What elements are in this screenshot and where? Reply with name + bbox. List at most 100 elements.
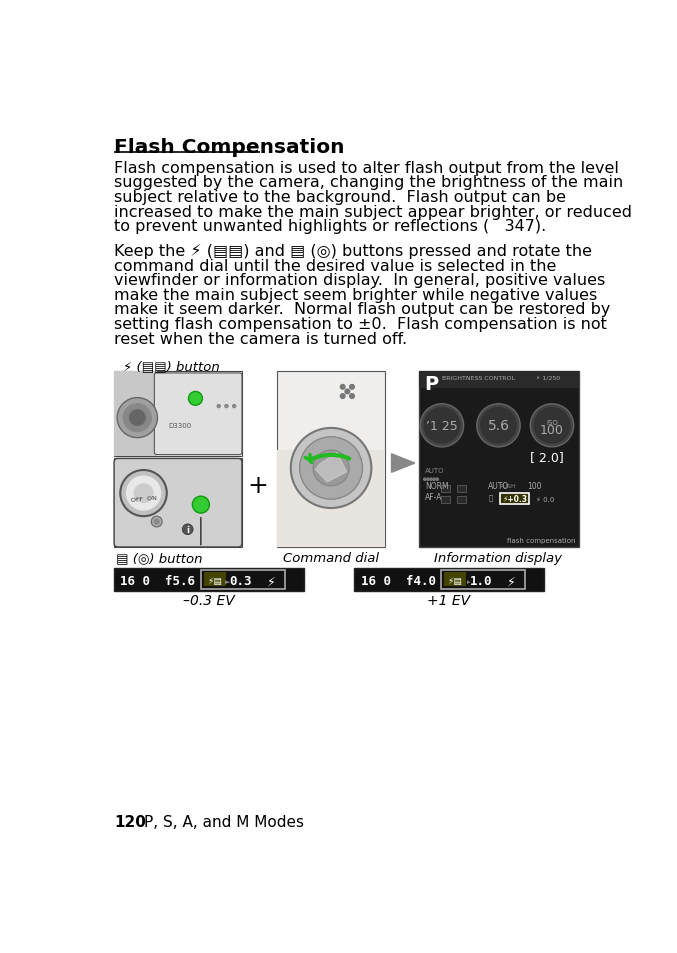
Circle shape [420,404,464,447]
Circle shape [291,429,372,509]
Text: ⚡ 0.0: ⚡ 0.0 [536,496,555,502]
Circle shape [129,411,145,426]
Circle shape [481,408,517,443]
Text: 0.3: 0.3 [229,575,252,588]
Text: AUTO: AUTO [425,468,444,474]
Text: 1.0: 1.0 [469,575,492,588]
Bar [441,497,450,503]
Circle shape [313,451,349,486]
Text: 100: 100 [540,423,564,436]
Text: ⚡: ⚡ [507,575,516,588]
Circle shape [530,404,573,447]
Bar [114,568,304,591]
Text: flash compensation: flash compensation [506,537,575,543]
Bar [444,573,466,587]
Bar [456,485,466,492]
Text: make the main subject seem brighter while negative values: make the main subject seem brighter whil… [114,288,597,302]
Text: ▤ (◎) button: ▤ (◎) button [116,551,203,564]
Text: suggested by the camera, changing the brightness of the main: suggested by the camera, changing the br… [114,175,624,190]
Bar [201,571,284,589]
Circle shape [188,392,202,406]
Bar [418,372,579,547]
Bar [204,573,225,587]
Text: ⚡ (▤▤) button: ⚡ (▤▤) button [123,359,220,373]
Text: D3300: D3300 [169,423,192,429]
Text: ⚡+0.3: ⚡+0.3 [502,495,527,503]
Text: to prevent unwanted highlights or reflections (   347).: to prevent unwanted highlights or reflec… [114,219,546,233]
Text: P: P [424,375,438,394]
Circle shape [233,405,236,408]
Text: 120: 120 [114,814,146,829]
Text: ⚡▤: ⚡▤ [447,577,462,586]
Circle shape [341,385,345,390]
Text: increased to make the main subject appear brighter, or reduced: increased to make the main subject appea… [114,204,632,219]
Bar [500,494,529,504]
Text: 16 0  f5.6: 16 0 f5.6 [121,575,195,588]
Text: NORM: NORM [425,481,448,491]
Circle shape [430,478,432,481]
Circle shape [350,385,354,390]
Circle shape [427,478,429,481]
Circle shape [350,395,354,399]
Text: Flash Compensation: Flash Compensation [114,137,345,156]
Circle shape [217,405,220,408]
Text: ’1 25: ’1 25 [426,419,458,433]
Text: reset when the camera is turned off.: reset when the camera is turned off. [114,332,407,346]
Bar [354,568,544,591]
Circle shape [436,478,439,481]
Text: Keep the ⚡ (▤▤) and ▤ (◎) buttons pressed and rotate the: Keep the ⚡ (▤▤) and ▤ (◎) buttons presse… [114,244,592,258]
Circle shape [151,517,162,527]
FancyBboxPatch shape [154,374,242,456]
Circle shape [192,497,209,514]
Text: BRIGHTNESS CONTROL: BRIGHTNESS CONTROL [442,375,515,380]
Circle shape [477,404,520,447]
Text: AF-A: AF-A [425,493,442,502]
Text: ISO: ISO [546,419,558,426]
Text: 100: 100 [527,481,542,491]
Circle shape [121,471,167,517]
Circle shape [225,405,228,408]
Circle shape [123,404,151,432]
Polygon shape [315,453,347,482]
Bar [114,459,242,547]
Text: ⚡ 1/250: ⚡ 1/250 [536,375,560,380]
Text: ►: ► [225,578,231,584]
Bar [114,372,156,456]
Bar [277,451,385,547]
Text: ⬛: ⬛ [488,494,493,500]
Circle shape [345,390,350,395]
Polygon shape [391,455,415,473]
Circle shape [433,478,435,481]
Text: –0.3 EV: –0.3 EV [183,594,234,608]
Text: i: i [186,525,189,535]
Circle shape [127,476,160,511]
Text: make it seem darker.  Normal flash output can be restored by: make it seem darker. Normal flash output… [114,302,611,317]
Circle shape [424,408,460,443]
Text: 5.6: 5.6 [487,419,510,433]
Circle shape [300,437,362,499]
Circle shape [154,519,159,524]
Text: +: + [247,474,268,497]
Text: [ 2.0]: [ 2.0] [530,450,563,463]
Text: viewfinder or information display.  In general, positive values: viewfinder or information display. In ge… [114,273,605,288]
Text: PUSH: PUSH [500,483,516,488]
Text: setting flash compensation to ±0.  Flash compensation is not: setting flash compensation to ±0. Flash … [114,316,607,332]
Text: +1 EV: +1 EV [427,594,471,608]
Bar [456,497,466,503]
Circle shape [182,524,193,535]
Circle shape [134,484,153,503]
Circle shape [534,408,570,443]
Text: Information display: Information display [435,551,563,564]
Bar [114,372,242,456]
Bar [277,372,385,547]
Text: P, S, A, and M Modes: P, S, A, and M Modes [144,814,303,829]
Text: AUTO: AUTO [488,481,510,491]
FancyBboxPatch shape [114,459,242,547]
Circle shape [117,398,158,438]
Text: Command dial: Command dial [283,551,379,564]
Text: command dial until the desired value is selected in the: command dial until the desired value is … [114,258,556,274]
Circle shape [341,395,345,399]
Text: ⚡▤: ⚡▤ [207,577,222,586]
Text: ⚡: ⚡ [267,575,276,588]
Text: Flash compensation is used to alter flash output from the level: Flash compensation is used to alter flas… [114,160,619,175]
